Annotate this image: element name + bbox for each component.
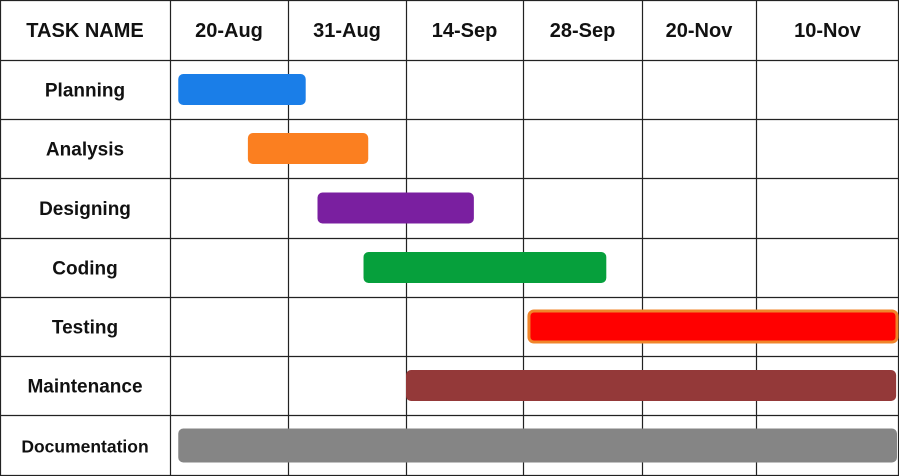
task-bar <box>406 370 897 401</box>
task-label: Planning <box>45 81 125 102</box>
task-label: Documentation <box>21 437 148 457</box>
header-column-label: 14-Sep <box>432 20 498 42</box>
task-bar <box>178 74 306 105</box>
header-column-label: 28-Sep <box>550 20 616 42</box>
task-bar <box>317 192 474 224</box>
task-label: Testing <box>52 318 118 339</box>
task-bar <box>363 252 607 283</box>
header-task-name: TASK NAME <box>26 20 143 42</box>
header-column-label: 20-Nov <box>666 20 734 42</box>
labels: TASK NAME 20-Aug 31-Aug 14-Sep 28-Sep 20-Nov 1… <box>21 20 861 457</box>
header-column-label: 31-Aug <box>313 20 381 42</box>
header-column-label: 10-Nov <box>794 20 862 42</box>
task-label: Maintenance <box>27 377 142 398</box>
task-label: Designing <box>39 199 131 220</box>
task-bar <box>247 133 369 164</box>
task-label: Analysis <box>46 140 124 161</box>
task-bar <box>527 309 899 344</box>
task-bars <box>178 74 899 463</box>
task-bar <box>178 428 897 463</box>
task-label: Coding <box>52 259 117 280</box>
header-column-label: 20-Aug <box>195 20 263 42</box>
